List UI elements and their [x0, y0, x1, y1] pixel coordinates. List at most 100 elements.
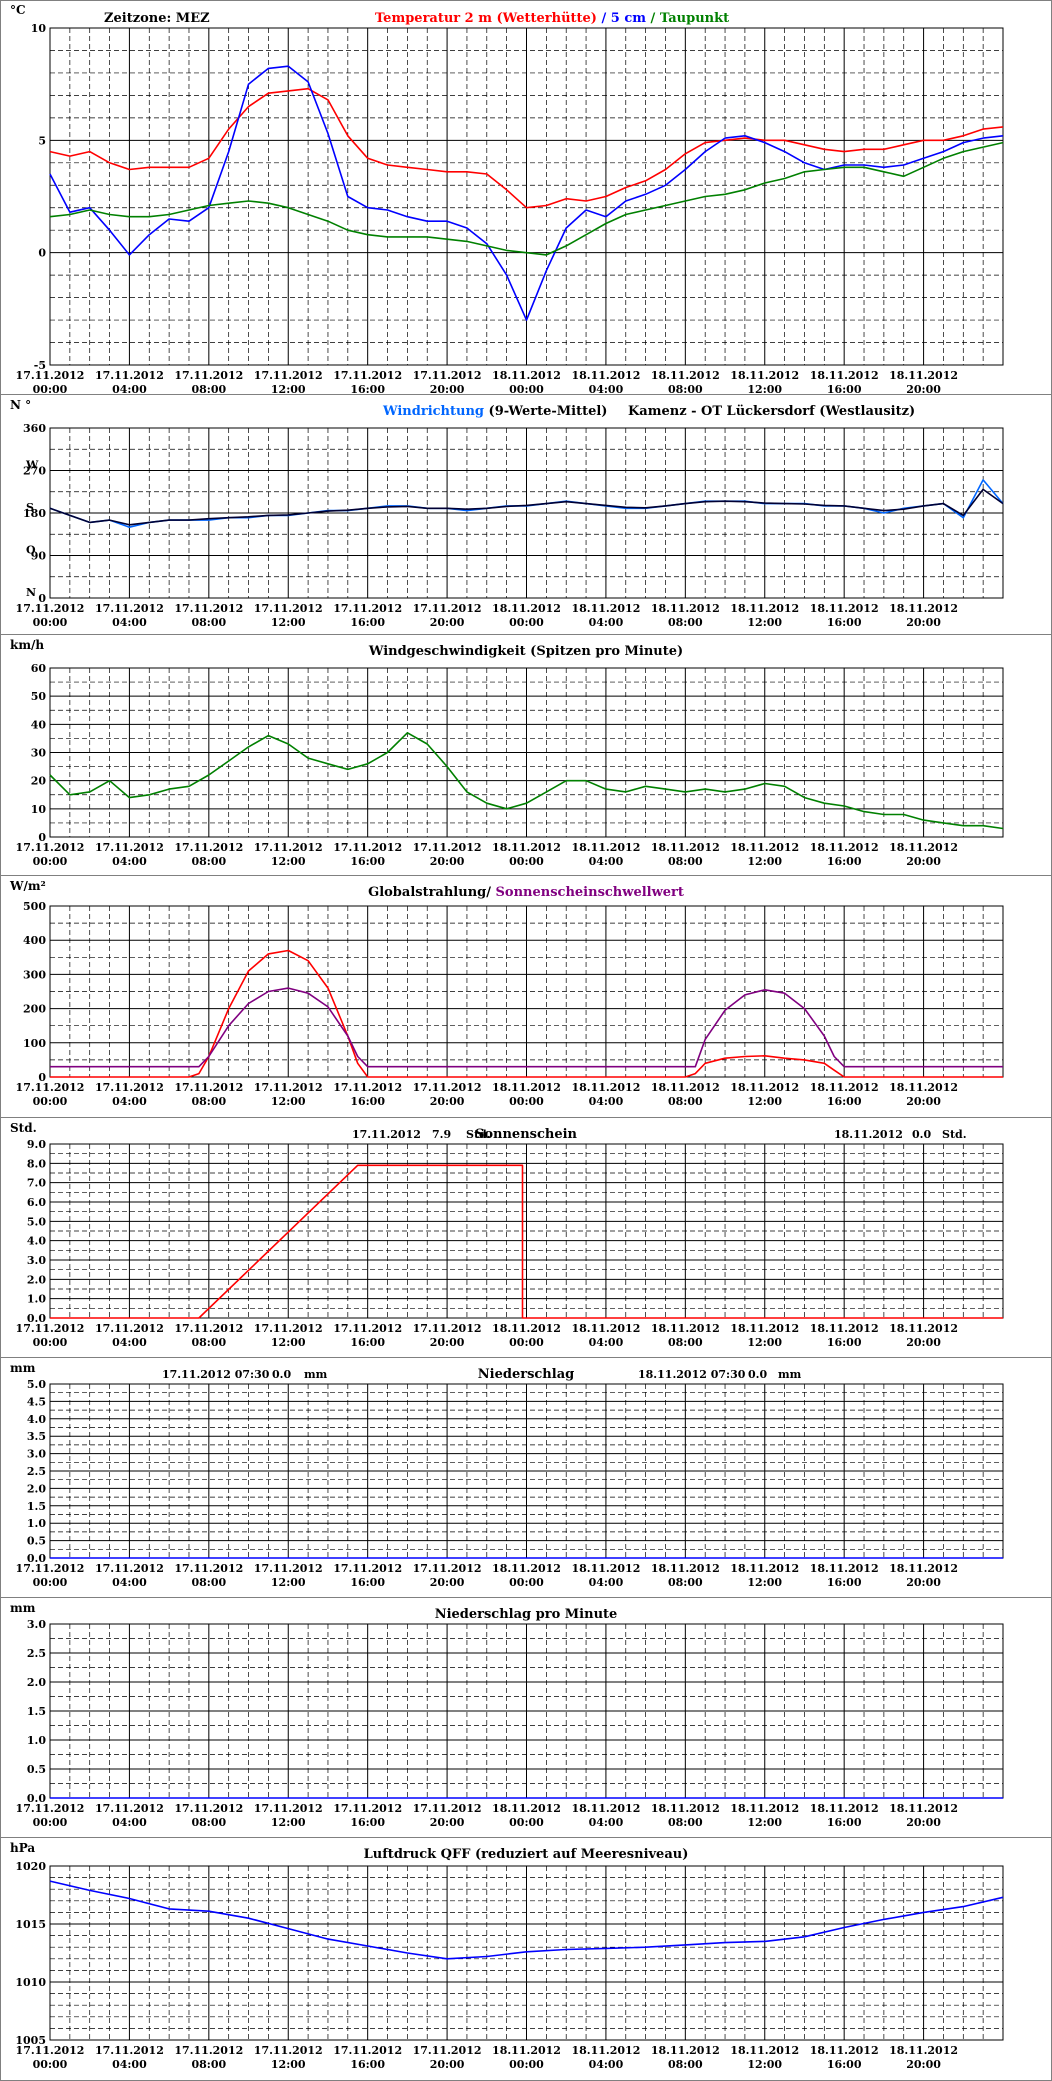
title-part: Taupunkt — [660, 11, 729, 26]
x-tick-time: 00:00 — [33, 1816, 68, 1829]
x-tick-date: 17.11.2012 — [413, 1081, 482, 1094]
x-tick-date: 18.11.2012 — [889, 1081, 958, 1094]
x-tick-time: 12:00 — [271, 383, 306, 396]
x-tick-time: 20:00 — [906, 2058, 941, 2071]
x-tick-time: 00:00 — [509, 1816, 544, 1829]
x-tick-date: 18.11.2012 — [889, 369, 958, 382]
x-tick-date: 18.11.2012 — [651, 369, 720, 382]
x-tick-date: 17.11.2012 — [16, 1081, 85, 1094]
x-tick-date: 17.11.2012 — [174, 1322, 243, 1335]
y-tick-label: 2.0 — [27, 1676, 46, 1689]
x-tick-date: 18.11.2012 — [651, 2044, 720, 2057]
wind_direction-panel: 0 90 180 270 360 W S O N N ° Windrichtung (9-Werte… — [0, 398, 1052, 635]
x-tick-time: 12:00 — [747, 1095, 782, 1108]
y-tick-label: 0.5 — [27, 1535, 46, 1548]
y-tick-label: 0.0 — [27, 1792, 46, 1805]
y-tick-label: 3.0 — [27, 1254, 46, 1267]
plot-border — [49, 1865, 1004, 2041]
y-tick-label: 2.5 — [27, 1465, 46, 1478]
x-tick-time: 08:00 — [191, 616, 226, 629]
x-tick-time: 00:00 — [33, 1576, 68, 1589]
y-tick-label: 400 — [23, 934, 46, 947]
x-tick-time: 08:00 — [191, 1576, 226, 1589]
y-tick-label: 5.0 — [27, 1215, 46, 1228]
y-tick-label: 1.0 — [27, 1517, 46, 1530]
x-tick-time: 00:00 — [509, 1336, 544, 1349]
x-tick-time: 08:00 — [668, 383, 703, 396]
title-part: / — [597, 11, 611, 26]
x-tick-date: 18.11.2012 — [571, 369, 640, 382]
x-tick-time: 04:00 — [589, 1336, 624, 1349]
x-tick-time: 20:00 — [906, 1816, 941, 1829]
y-tick-label: 4.0 — [27, 1235, 46, 1248]
title-part: Windrichtung — [382, 404, 484, 419]
x-tick-date: 17.11.2012 — [95, 2044, 164, 2057]
x-tick-date: 18.11.2012 — [810, 1562, 879, 1575]
y-tick-label: 50 — [31, 690, 47, 703]
y-tick-label: 360 — [23, 422, 46, 435]
series-radiation-0 — [50, 949, 1003, 1078]
annotation-unit: Std. — [466, 1128, 491, 1141]
x-tick-date: 18.11.2012 — [571, 2044, 640, 2057]
y-tick-label: 3.5 — [27, 1430, 46, 1443]
title-part: Niederschlag — [478, 1367, 574, 1382]
x-tick-date: 17.11.2012 — [174, 841, 243, 854]
x-tick-time: 16:00 — [827, 1816, 862, 1829]
x-tick-time: 00:00 — [33, 855, 68, 868]
x-tick-date: 18.11.2012 — [492, 602, 561, 615]
title-part: Sonnenschein — [475, 1127, 578, 1142]
title-part: Windgeschwindigkeit (Spitzen pro Minute) — [368, 644, 683, 659]
title-part: 5 cm — [611, 11, 646, 26]
y-tick-label: 2.0 — [27, 1273, 46, 1286]
x-tick-date: 18.11.2012 — [571, 1081, 640, 1094]
x-tick-date: 18.11.2012 — [889, 1322, 958, 1335]
compass-label: S — [26, 501, 34, 514]
y-tick-label: 4.5 — [27, 1395, 46, 1408]
title-part: Niederschlag pro Minute — [435, 1607, 618, 1622]
x-tick-date: 18.11.2012 — [492, 1322, 561, 1335]
y-tick-label: 5 — [38, 134, 46, 147]
x-tick-date: 18.11.2012 — [492, 369, 561, 382]
temperature-panel: -5 0 5 10 °C Zeitzone: MEZ Temperatur 2 m (Wet… — [0, 3, 1052, 396]
chart-title: Windgeschwindigkeit (Spitzen pro Minute) — [368, 644, 683, 659]
y-tick-label: 20 — [31, 775, 47, 788]
annotation-date: 18.11.2012 07:30 — [638, 1368, 746, 1381]
x-tick-date: 18.11.2012 — [651, 1802, 720, 1815]
x-tick-date: 17.11.2012 — [413, 2044, 482, 2057]
x-tick-date: 17.11.2012 — [16, 602, 85, 615]
x-tick-date: 18.11.2012 — [730, 602, 799, 615]
x-tick-date: 17.11.2012 — [16, 841, 85, 854]
x-tick-time: 08:00 — [191, 1336, 226, 1349]
x-tick-date: 17.11.2012 — [254, 841, 323, 854]
x-tick-time: 04:00 — [589, 2058, 624, 2071]
x-tick-time: 12:00 — [747, 1816, 782, 1829]
x-tick-date: 17.11.2012 — [95, 1802, 164, 1815]
x-tick-time: 20:00 — [430, 1816, 465, 1829]
x-tick-time: 12:00 — [747, 1336, 782, 1349]
x-tick-time: 04:00 — [112, 1816, 147, 1829]
x-tick-time: 16:00 — [350, 1816, 385, 1829]
x-tick-date: 17.11.2012 — [95, 602, 164, 615]
x-tick-date: 18.11.2012 — [571, 1322, 640, 1335]
x-tick-time: 20:00 — [430, 1336, 465, 1349]
y-tick-label: 60 — [31, 662, 47, 675]
x-tick-date: 17.11.2012 — [16, 1802, 85, 1815]
y-tick-label: 1.5 — [27, 1705, 46, 1718]
y-tick-label: 30 — [31, 747, 47, 760]
x-tick-date: 18.11.2012 — [492, 841, 561, 854]
x-tick-date: 18.11.2012 — [810, 1322, 879, 1335]
x-tick-date: 17.11.2012 — [254, 1081, 323, 1094]
y-tick-label: 200 — [23, 1003, 46, 1016]
x-tick-time: 04:00 — [589, 1816, 624, 1829]
x-tick-time: 16:00 — [350, 616, 385, 629]
x-tick-time: 04:00 — [112, 1095, 147, 1108]
x-tick-date: 17.11.2012 — [333, 1562, 402, 1575]
x-tick-time: 00:00 — [33, 1336, 68, 1349]
chart-title: Temperatur 2 m (Wetterhütte) / 5 cm / Ta… — [375, 11, 729, 26]
x-tick-date: 18.11.2012 — [571, 602, 640, 615]
y-tick-label: 300 — [23, 968, 46, 981]
x-tick-date: 17.11.2012 — [333, 2044, 402, 2057]
x-tick-date: 17.11.2012 — [413, 602, 482, 615]
x-tick-date: 17.11.2012 — [413, 369, 482, 382]
